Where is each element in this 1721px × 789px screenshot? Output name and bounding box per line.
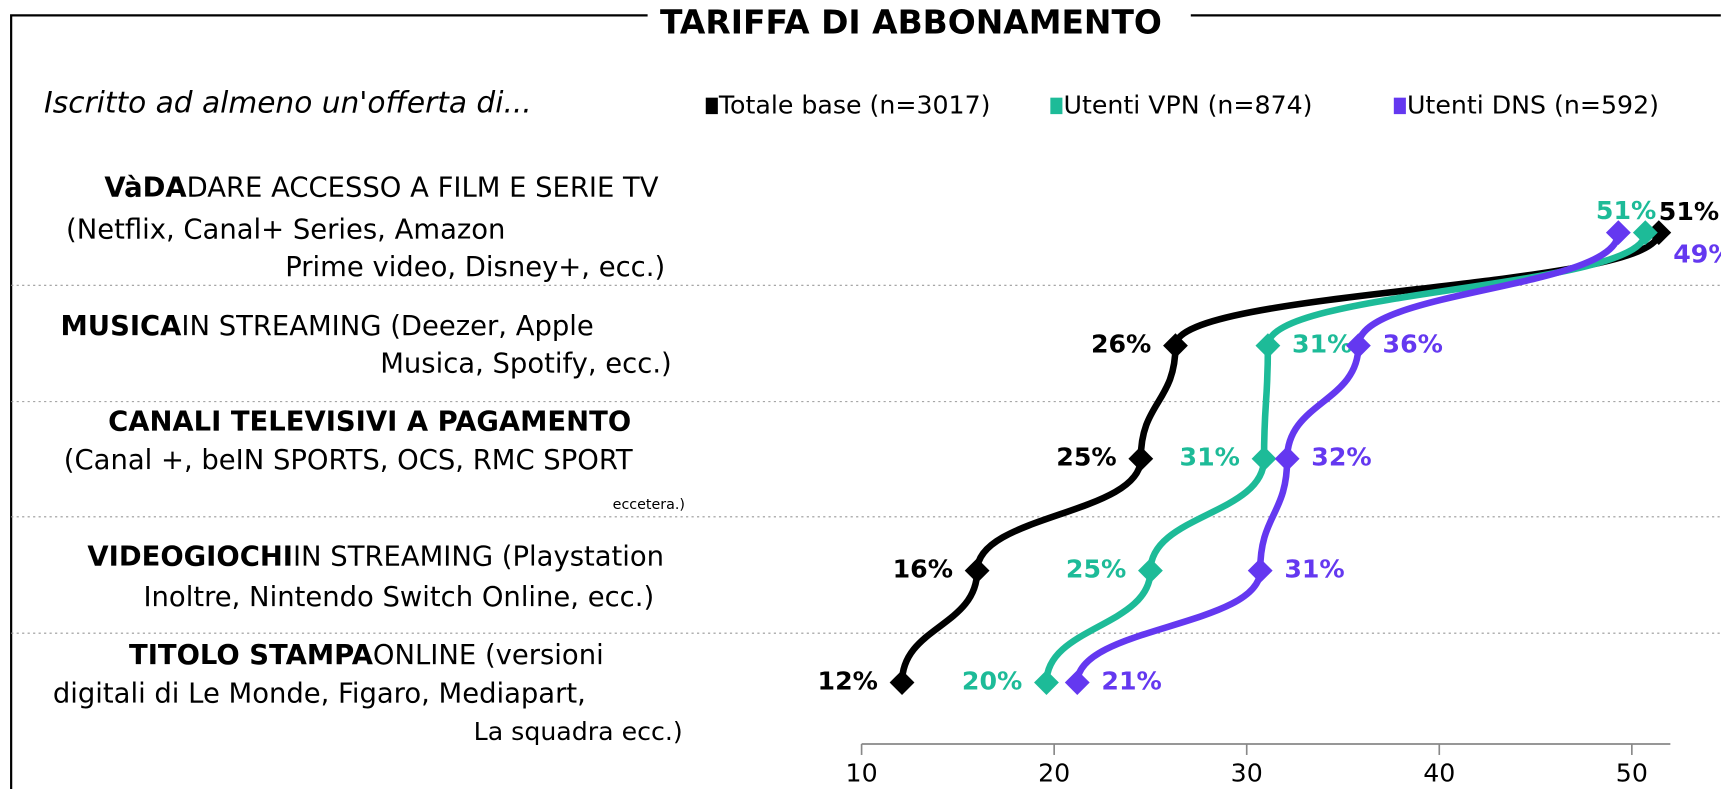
marker: [1034, 670, 1059, 695]
marker: [1646, 220, 1672, 246]
category-label: (Canal +, beIN SPORTS, OCS, RMC SPORT: [64, 444, 633, 475]
category-text: Inoltre, Nintendo Switch Online, ecc.): [143, 582, 654, 613]
category-bold: VàDA: [104, 172, 187, 203]
marker: [1605, 220, 1631, 246]
data-label: 31%: [1284, 555, 1344, 584]
x-tick-label: 50: [1616, 759, 1648, 788]
data-label: 32%: [1311, 443, 1371, 472]
data-label: 12%: [818, 667, 878, 696]
category-text: digitali di Le Monde, Figaro, Mediapart,: [53, 678, 586, 709]
category-text: Prime video, Disney+, ecc.): [285, 251, 665, 282]
category-text: ONLINE (versioni: [373, 640, 604, 671]
category-text: IN STREAMING (Playstation: [293, 541, 664, 572]
category-label: digitali di Le Monde, Figaro, Mediapart,: [53, 678, 586, 709]
x-tick-label: 20: [1038, 759, 1070, 788]
category-label: CANALI TELEVISIVI A PAGAMENTO: [108, 406, 631, 437]
marker: [1345, 333, 1371, 359]
category-label: Prime video, Disney+, ecc.): [285, 251, 665, 282]
legend-swatch: [705, 97, 718, 115]
marker: [1247, 558, 1273, 584]
category-label: VàDADARE ACCESSO A FILM E SERIE TV: [104, 172, 658, 203]
category-label: eccetera.): [613, 497, 685, 513]
category-text: IN STREAMING (Deezer, Apple: [181, 311, 593, 342]
category-bold: VIDEOGIOCHI: [87, 541, 293, 572]
legend-swatch: [1393, 97, 1406, 115]
category-label: VIDEOGIOCHIIN STREAMING (Playstation: [87, 541, 664, 572]
legend-swatch: [1050, 97, 1063, 115]
data-label: 26%: [1091, 330, 1151, 359]
legend-label: Totale base (n=3017): [718, 90, 991, 119]
category-label: La squadra ecc.): [474, 717, 683, 746]
data-label: 20%: [962, 667, 1022, 696]
data-label: 21%: [1101, 667, 1161, 696]
data-label: 49%: [1673, 240, 1721, 269]
category-bold: TITOLO STAMPA: [129, 640, 374, 671]
marker: [1274, 446, 1300, 472]
marker: [1163, 333, 1188, 359]
marker: [1064, 670, 1090, 695]
data-label: 25%: [1056, 443, 1116, 472]
category-label: Musica, Spotify, ecc.): [380, 348, 672, 379]
category-bold: MUSICA: [61, 311, 183, 342]
category-text: (Netflix, Canal+ Series, Amazon: [66, 214, 505, 245]
data-label: 16%: [893, 555, 953, 584]
data-label: 31%: [1180, 443, 1240, 472]
category-label: Inoltre, Nintendo Switch Online, ecc.): [143, 582, 654, 613]
category-bold: CANALI TELEVISIVI A PAGAMENTO: [108, 406, 631, 437]
category-label: TITOLO STAMPAONLINE (versioni: [129, 640, 604, 671]
data-label: 51%: [1596, 196, 1656, 225]
marker: [1255, 333, 1281, 359]
subtitle: Iscritto ad almeno un'offerta di...: [44, 86, 532, 120]
category-text: La squadra ecc.): [474, 717, 683, 746]
data-label: 31%: [1292, 330, 1352, 359]
legend-label: Utenti DNS (n=592): [1407, 90, 1659, 119]
data-label: 25%: [1066, 555, 1126, 584]
marker: [889, 670, 915, 695]
x-tick-label: 30: [1231, 759, 1263, 788]
data-label: 36%: [1383, 330, 1443, 359]
marker: [1128, 446, 1154, 472]
marker: [1138, 558, 1163, 584]
marker: [964, 558, 990, 584]
category-text: Musica, Spotify, ecc.): [380, 348, 672, 379]
marker: [1251, 446, 1277, 472]
x-tick-label: 40: [1423, 759, 1455, 788]
category-text: (Canal +, beIN SPORTS, OCS, RMC SPORT: [64, 444, 633, 475]
series-line: [898, 231, 1663, 683]
category-label: MUSICAIN STREAMING (Deezer, Apple: [61, 311, 594, 342]
x-tick-label: 10: [846, 759, 878, 788]
category-text: eccetera.): [613, 497, 685, 513]
frame: [10, 14, 1721, 789]
marker: [1632, 220, 1658, 246]
legend-label: Utenti VPN (n=874): [1064, 90, 1313, 119]
category-text: DARE ACCESSO A FILM E SERIE TV: [187, 172, 659, 203]
category-label: (Netflix, Canal+ Series, Amazon: [66, 214, 505, 245]
data-label: 51%: [1659, 197, 1719, 226]
chart-title: TARIFFA DI ABBONAMENTO: [660, 3, 1162, 42]
